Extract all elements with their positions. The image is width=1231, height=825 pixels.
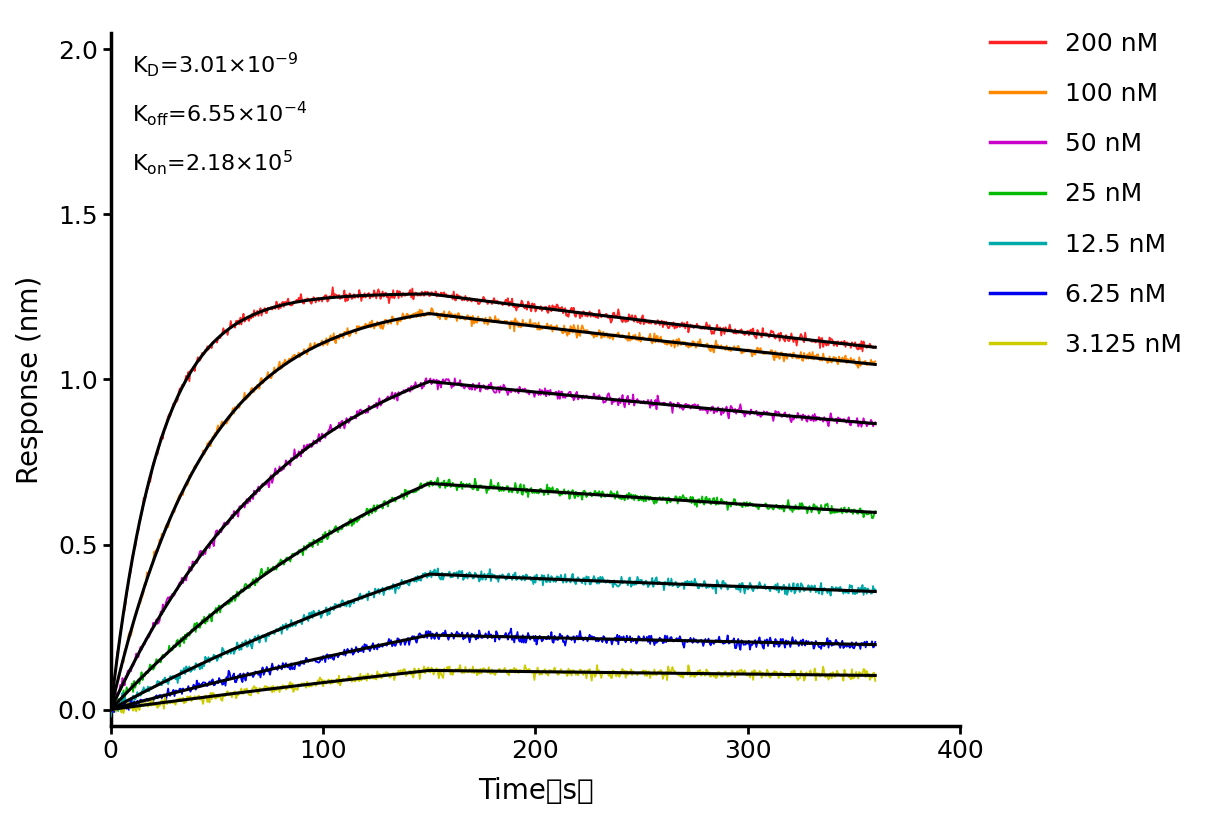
Line: 100 nM: 100 nM: [111, 309, 875, 714]
3.125 nM: [555, 667, 570, 677]
50 nM: [632, 397, 646, 407]
100 nM: [480, 320, 495, 330]
100 nM: [630, 332, 645, 342]
Y-axis label: Response (nm): Response (nm): [16, 276, 44, 483]
6.25 nM: [107, 707, 122, 717]
100 nM: [799, 354, 814, 364]
50 nM: [305, 441, 320, 450]
100 nM: [304, 344, 319, 354]
200 nM: [799, 334, 814, 344]
12.5 nM: [868, 584, 883, 594]
12.5 nM: [103, 712, 118, 722]
12.5 nM: [480, 569, 495, 579]
50 nM: [868, 417, 883, 427]
25 nM: [800, 508, 815, 518]
25 nM: [103, 701, 118, 711]
25 nM: [868, 507, 883, 516]
3.125 nM: [272, 687, 287, 697]
200 nM: [325, 282, 340, 292]
25 nM: [481, 485, 496, 495]
Line: 25 nM: 25 nM: [111, 478, 875, 710]
100 nM: [868, 356, 883, 366]
50 nM: [103, 704, 118, 714]
12.5 nM: [799, 584, 814, 594]
6.25 nM: [480, 634, 495, 644]
3.125 nM: [305, 680, 320, 690]
12.5 nM: [431, 563, 446, 573]
25 nM: [555, 488, 570, 497]
100 nM: [423, 304, 438, 314]
12.5 nM: [630, 572, 645, 582]
3.125 nM: [481, 662, 496, 672]
50 nM: [555, 393, 570, 403]
Line: 6.25 nM: 6.25 nM: [111, 629, 875, 712]
Line: 200 nM: 200 nM: [111, 287, 875, 708]
100 nM: [103, 709, 118, 719]
50 nM: [800, 417, 815, 427]
X-axis label: Time（s）: Time（s）: [478, 777, 593, 805]
25 nM: [431, 473, 446, 483]
12.5 nM: [555, 574, 570, 584]
6.25 nM: [503, 624, 518, 634]
200 nM: [555, 302, 570, 312]
3.125 nM: [103, 706, 118, 716]
12.5 nM: [304, 607, 319, 617]
200 nM: [304, 299, 319, 309]
50 nM: [272, 461, 287, 471]
3.125 nM: [116, 709, 130, 719]
25 nM: [106, 705, 121, 714]
200 nM: [480, 299, 495, 309]
Legend: 200 nM, 100 nM, 50 nM, 25 nM, 12.5 nM, 6.25 nM, 3.125 nM: 200 nM, 100 nM, 50 nM, 25 nM, 12.5 nM, 6…: [990, 31, 1182, 357]
200 nM: [630, 318, 645, 328]
6.25 nM: [632, 631, 646, 641]
6.25 nM: [103, 707, 118, 717]
200 nM: [103, 703, 118, 713]
6.25 nM: [800, 639, 815, 649]
Line: 12.5 nM: 12.5 nM: [111, 568, 875, 717]
25 nM: [632, 496, 646, 506]
25 nM: [272, 559, 287, 568]
Text: K$_{\mathregular{D}}$=3.01×10$^{-9}$
K$_{\mathregular{off}}$=6.55×10$^{-4}$
K$_{: K$_{\mathregular{D}}$=3.01×10$^{-9}$ K$_…: [132, 50, 308, 177]
200 nM: [868, 342, 883, 351]
50 nM: [419, 373, 433, 383]
3.125 nM: [800, 669, 815, 679]
50 nM: [105, 705, 119, 715]
50 nM: [481, 380, 496, 389]
3.125 nM: [868, 676, 883, 686]
3.125 nM: [453, 660, 468, 670]
6.25 nM: [272, 662, 287, 672]
12.5 nM: [271, 626, 286, 636]
Line: 50 nM: 50 nM: [111, 378, 875, 710]
6.25 nM: [305, 656, 320, 666]
200 nM: [271, 304, 286, 314]
6.25 nM: [555, 637, 570, 647]
3.125 nM: [632, 668, 646, 678]
100 nM: [271, 361, 286, 370]
25 nM: [305, 542, 320, 552]
Line: 3.125 nM: 3.125 nM: [111, 665, 875, 714]
100 nM: [555, 328, 570, 337]
6.25 nM: [868, 637, 883, 647]
